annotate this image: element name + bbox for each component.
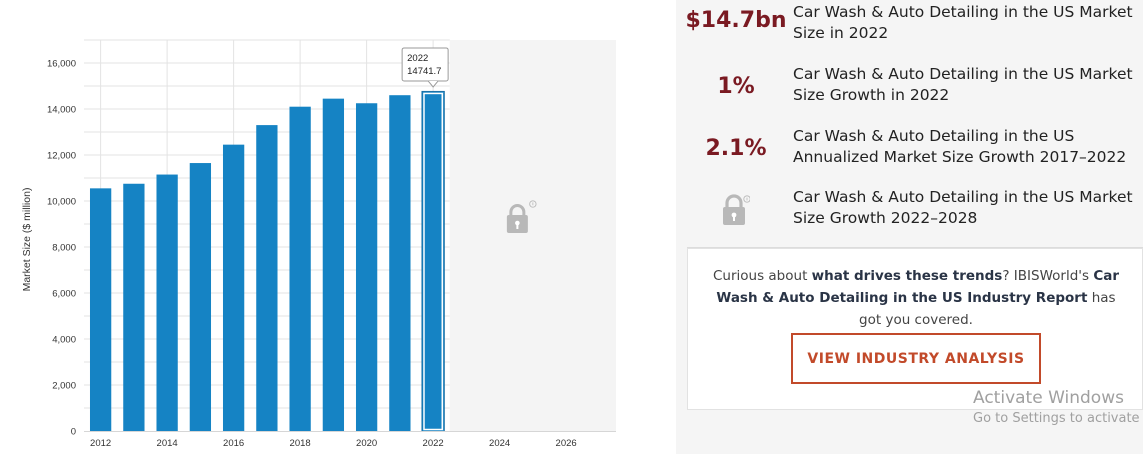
stat-value: 2.1% bbox=[705, 136, 767, 161]
y-tick-label: 16,000 bbox=[47, 59, 76, 70]
tooltip-box bbox=[401, 47, 449, 82]
bar-2017 bbox=[256, 125, 278, 431]
divider bbox=[687, 247, 1143, 248]
bar-2020 bbox=[355, 103, 378, 431]
stat-label: Car Wash & Auto Detailing in the US Mark… bbox=[793, 65, 1133, 104]
bar-2012 bbox=[89, 188, 112, 431]
y-tick-label: 12,000 bbox=[47, 151, 76, 162]
stat-market-size: $14.7bn Car Wash & Auto Detailing in the… bbox=[676, 0, 1143, 60]
promo-box: Curious about what drives these trends? … bbox=[687, 248, 1143, 410]
stat-label: Car Wash & Auto Detailing in the US Mark… bbox=[793, 3, 1133, 42]
x-tick-label: 2016 bbox=[223, 438, 244, 449]
x-tick-label: 2022 bbox=[423, 438, 444, 449]
bar-2018 bbox=[289, 106, 311, 431]
tooltip-value: 14741.7 bbox=[407, 66, 441, 77]
y-tick-label: 4,000 bbox=[52, 335, 76, 346]
info-icon-mark bbox=[532, 202, 534, 206]
tooltip-year: 2022 bbox=[407, 53, 428, 64]
x-tick-label: 2020 bbox=[356, 438, 377, 449]
x-tick-label: 2012 bbox=[90, 438, 111, 449]
watermark-subtitle: Go to Settings to activate bbox=[973, 411, 1140, 426]
market-size-chart: 0 2,000 4,000 6,000 8,000 10,000 12,000 14,000 1… bbox=[21, 39, 616, 449]
stat-label: Car Wash & Auto Detailing in the US Annu… bbox=[793, 127, 1127, 166]
x-tick-label: 2018 bbox=[290, 438, 311, 449]
tooltip: 2022 14741.7 bbox=[401, 47, 449, 88]
promo-report-name: Car Wash & Auto Detailing in the US Indu… bbox=[716, 268, 1120, 306]
lock-keyhole bbox=[515, 220, 520, 226]
watermark-title: Activate Windows bbox=[973, 388, 1124, 408]
lock-keyhole-slot bbox=[516, 224, 519, 229]
y-tick-label: 14,000 bbox=[47, 105, 76, 116]
stat-label: Car Wash & Auto Detailing in the US Mark… bbox=[793, 188, 1133, 227]
locked-forecast-area bbox=[449, 40, 616, 431]
x-tick-label: 2026 bbox=[556, 438, 577, 449]
bar-highlight-outline bbox=[423, 92, 444, 431]
stat-growth-forecast: Car Wash & Auto Detailing in the US Mark… bbox=[676, 185, 1143, 245]
bar-2015 bbox=[189, 163, 212, 432]
stats-panel: $14.7bn Car Wash & Auto Detailing in the… bbox=[676, 0, 1143, 454]
lock-shackle bbox=[509, 204, 526, 216]
chart-lock-icon bbox=[506, 200, 537, 233]
bar-2014 bbox=[156, 174, 178, 432]
y-tick-label: 8,000 bbox=[52, 243, 76, 254]
chart-panel: 0 2,000 4,000 6,000 8,000 10,000 12,000 14,000 1… bbox=[21, 39, 616, 449]
lock-icon[interactable] bbox=[720, 191, 751, 229]
bar-2022 bbox=[422, 91, 444, 431]
stat-value: 1% bbox=[717, 74, 755, 99]
x-tick-label: 2014 bbox=[157, 438, 178, 449]
view-industry-analysis-button[interactable]: VIEW INDUSTRY ANALYSIS bbox=[791, 333, 1041, 384]
info-icon bbox=[529, 200, 537, 208]
y-tick-label: 0 bbox=[71, 427, 76, 438]
y-axis-label: Market Size ($ million) bbox=[21, 188, 33, 292]
stat-value: $14.7bn bbox=[685, 8, 787, 33]
bar-2019 bbox=[322, 98, 345, 432]
bar-2016 bbox=[222, 144, 245, 431]
bar-2013 bbox=[123, 183, 145, 431]
y-tick-label: 2,000 bbox=[52, 381, 76, 392]
promo-highlight-trends: what drives these trends bbox=[811, 268, 1003, 284]
stat-growth-2022: 1% Car Wash & Auto Detailing in the US M… bbox=[676, 62, 1143, 122]
activate-windows-watermark: Activate Windows Go to Settings to activ… bbox=[973, 388, 1140, 426]
x-tick-label: 2024 bbox=[489, 438, 510, 449]
promo-text: Curious about what drives these trends? … bbox=[712, 268, 1120, 328]
stat-annualized-growth: 2.1% Car Wash & Auto Detailing in the US… bbox=[676, 124, 1143, 184]
y-tick-label: 6,000 bbox=[52, 289, 76, 300]
bar-2021 bbox=[389, 95, 411, 431]
y-tick-label: 10,000 bbox=[47, 197, 76, 208]
tooltip-pointer bbox=[427, 80, 439, 88]
